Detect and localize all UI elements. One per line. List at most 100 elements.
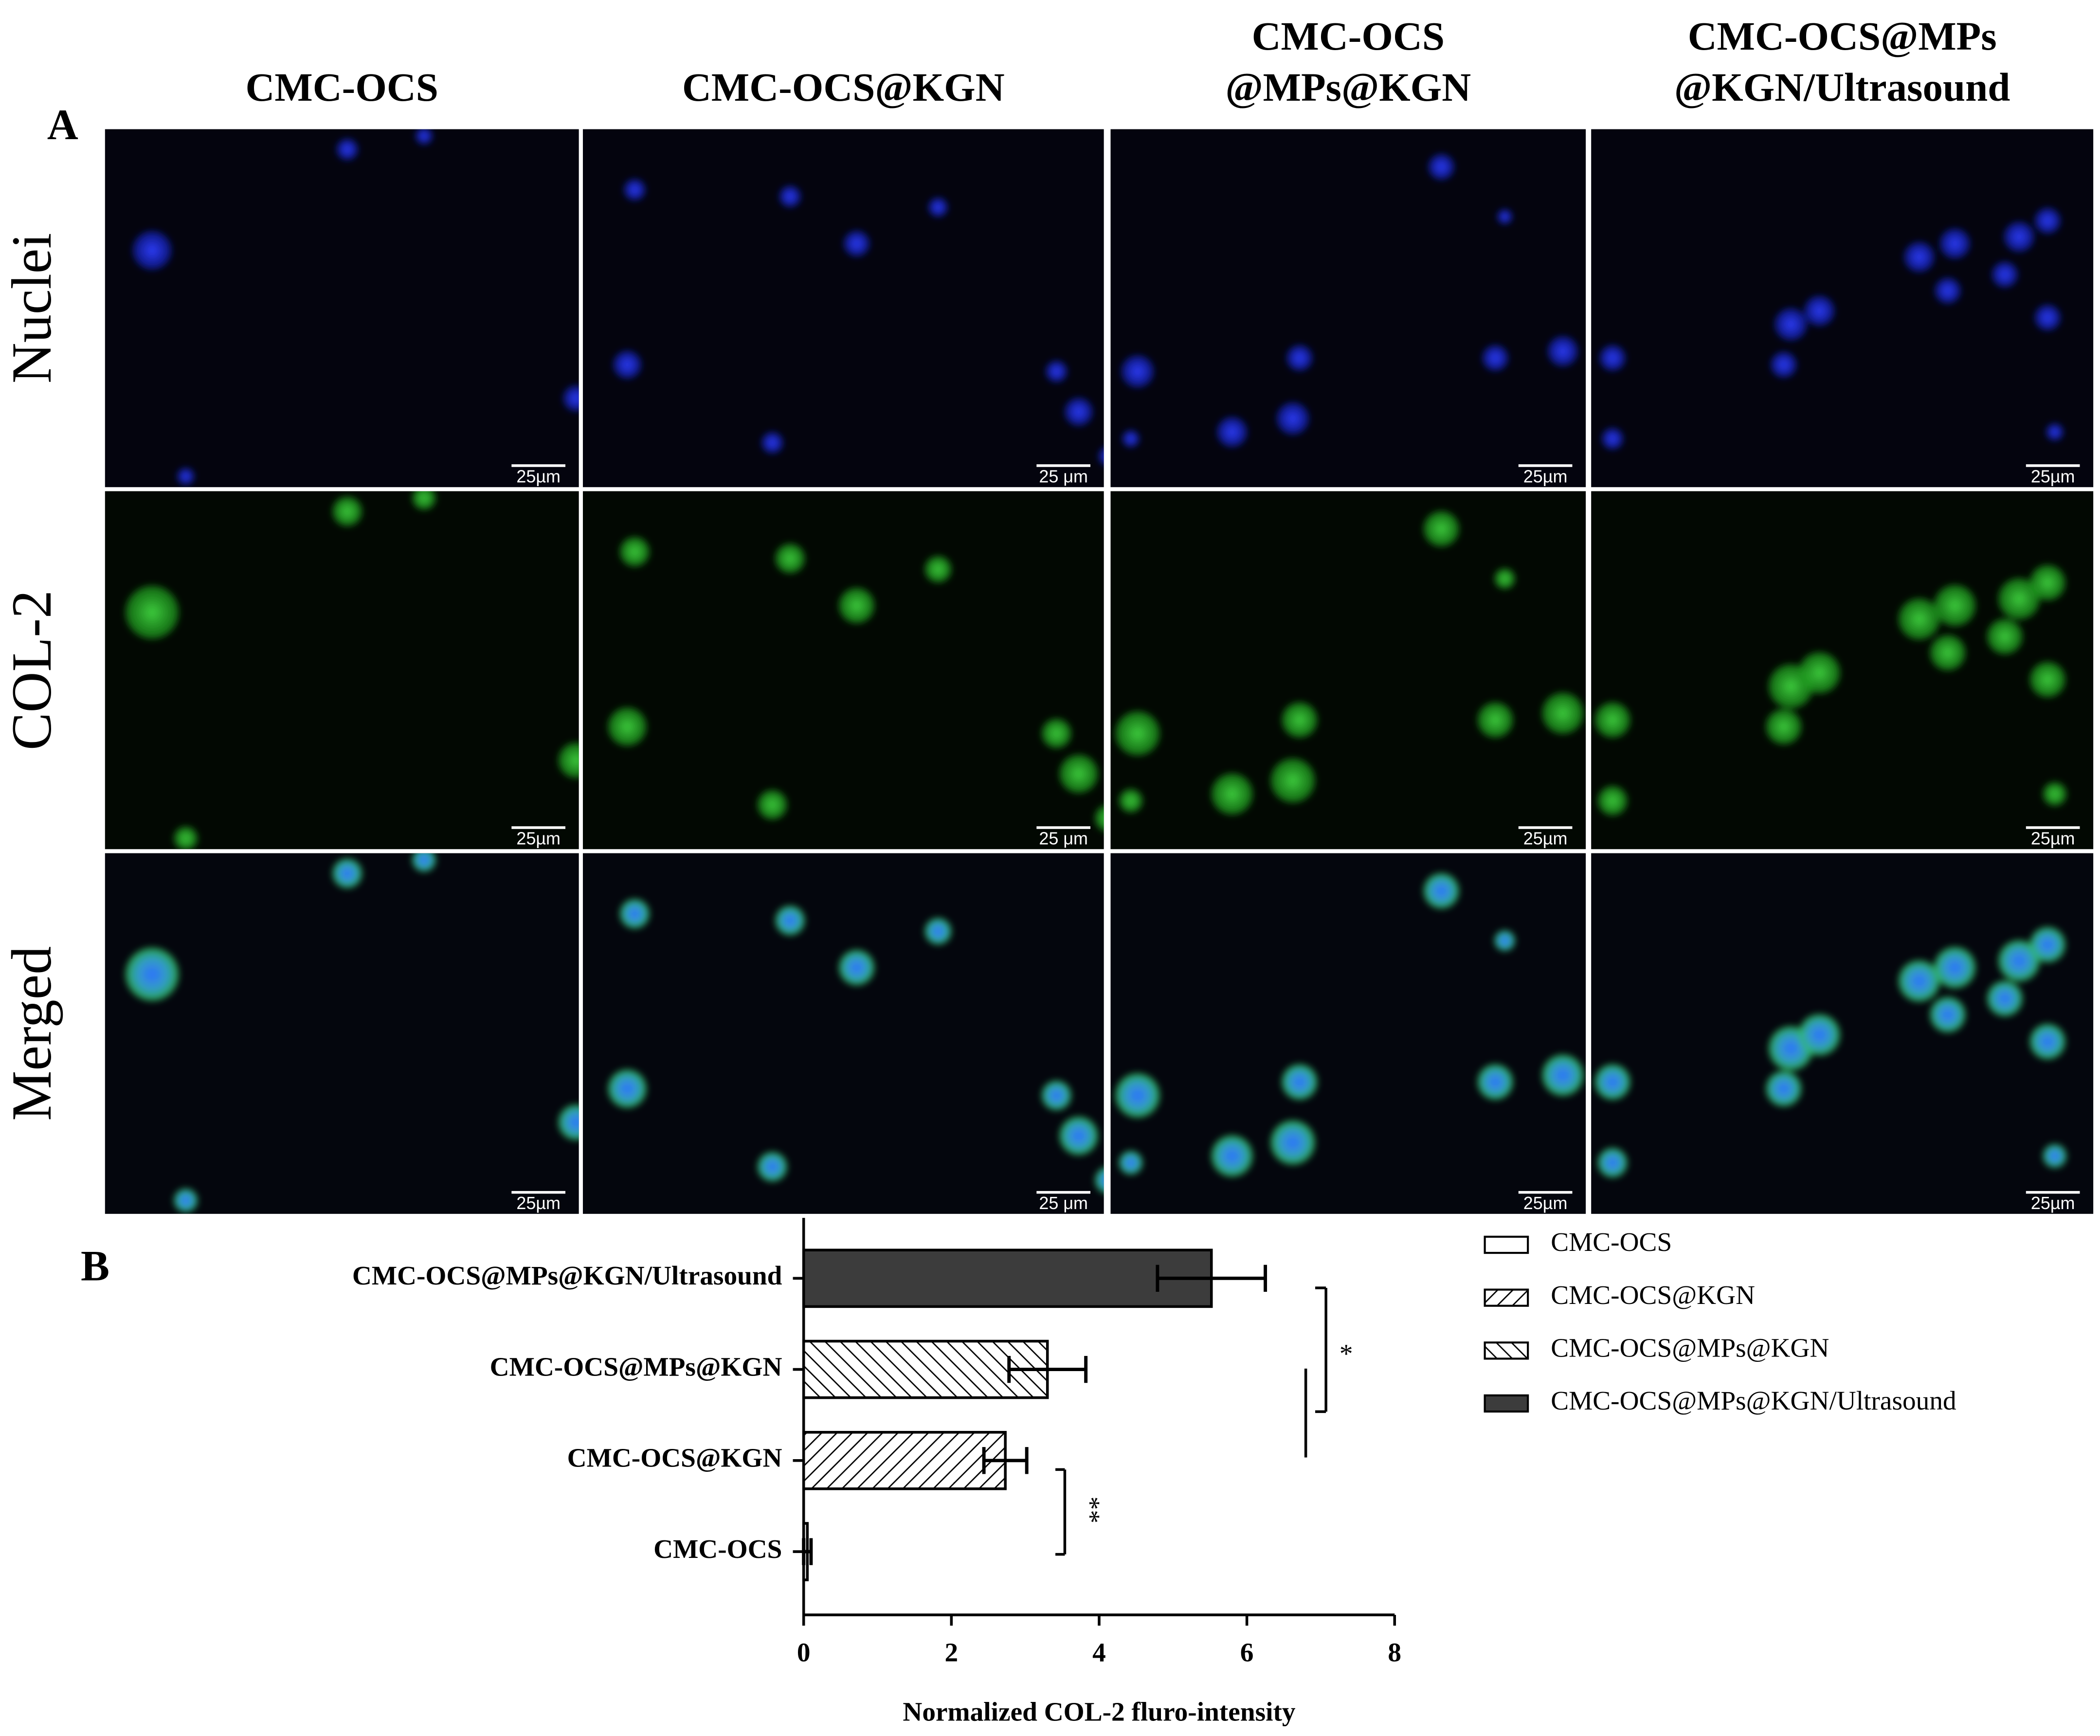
cells bbox=[613, 179, 1104, 465]
cell bbox=[1991, 261, 2018, 288]
cell bbox=[1423, 873, 1459, 909]
cell bbox=[2034, 208, 2061, 234]
legend-label: CMC-OCS@MPs@KGN bbox=[1551, 1333, 1829, 1363]
cell bbox=[1898, 960, 1940, 1002]
cell bbox=[1276, 402, 1309, 435]
cells bbox=[608, 537, 1104, 831]
y-tick-label: CMC-OCS@MPs@KGN bbox=[490, 1352, 782, 1381]
cell bbox=[1939, 228, 1970, 259]
cell bbox=[1428, 154, 1454, 180]
cell bbox=[1286, 345, 1313, 371]
cell bbox=[558, 742, 579, 778]
cell bbox=[1059, 754, 1098, 793]
micrograph-background bbox=[582, 853, 1104, 1214]
column-header: CMC-OCS bbox=[246, 65, 438, 109]
cells bbox=[1594, 565, 2067, 816]
row-label: COL-2 bbox=[0, 590, 63, 750]
scale-bar-label: 25 μm bbox=[1039, 466, 1088, 486]
scale-bar-label: 25 μm bbox=[1039, 1193, 1088, 1213]
cells bbox=[125, 491, 579, 850]
cell bbox=[1477, 702, 1513, 738]
scale-bar-label: 25µm bbox=[2031, 1193, 2075, 1213]
column-header: CMC-OCS bbox=[1252, 14, 1445, 58]
cell bbox=[1065, 398, 1093, 426]
scale-bar-label: 25µm bbox=[516, 828, 561, 848]
scale-bar-label: 25µm bbox=[1523, 828, 1568, 848]
cell bbox=[174, 826, 198, 850]
cell bbox=[2043, 1144, 2067, 1168]
cell bbox=[1594, 702, 1630, 738]
cell bbox=[332, 858, 362, 888]
micrograph-background bbox=[1591, 129, 2094, 488]
cell bbox=[757, 1152, 787, 1182]
cell bbox=[1211, 1135, 1253, 1177]
cell bbox=[1987, 980, 2023, 1016]
scale-bar-label: 25µm bbox=[1523, 1193, 1568, 1213]
cell bbox=[619, 899, 650, 929]
scale-bar-label: 25µm bbox=[2031, 466, 2075, 486]
panel-label: A bbox=[47, 101, 78, 149]
cell bbox=[779, 185, 801, 207]
cell bbox=[1211, 773, 1253, 815]
column-header: CMC-OCS@MPs bbox=[1688, 14, 1997, 58]
column-header: @MPs@KGN bbox=[1225, 65, 1471, 109]
micrograph-background bbox=[105, 491, 579, 850]
micrograph bbox=[1110, 491, 1586, 850]
cell bbox=[1119, 1151, 1143, 1175]
micrograph bbox=[1591, 129, 2094, 488]
cell bbox=[1898, 598, 1940, 640]
cell bbox=[1542, 1054, 1584, 1096]
cell bbox=[1987, 618, 2023, 654]
significance-label: ** bbox=[1076, 1497, 1105, 1523]
micrograph bbox=[105, 129, 579, 488]
cell bbox=[1934, 585, 1976, 627]
cells bbox=[1115, 511, 1584, 815]
micrograph bbox=[582, 491, 1104, 850]
cell bbox=[1798, 1014, 1840, 1056]
cell bbox=[1282, 1064, 1318, 1100]
cell bbox=[1930, 996, 1966, 1032]
cell bbox=[1494, 930, 1515, 951]
cell bbox=[1597, 1148, 1628, 1178]
micrograph bbox=[1110, 129, 1586, 488]
x-tick-label: 4 bbox=[1092, 1638, 1106, 1667]
micrograph bbox=[1110, 853, 1586, 1214]
micrograph-background bbox=[582, 129, 1104, 488]
cell bbox=[1121, 355, 1154, 388]
cells bbox=[1599, 208, 2064, 450]
cell bbox=[1119, 789, 1143, 813]
cell bbox=[1217, 416, 1248, 447]
row-label: Merged bbox=[0, 946, 63, 1121]
cell bbox=[2029, 565, 2065, 601]
cell bbox=[2029, 1024, 2065, 1060]
cell bbox=[839, 588, 875, 624]
cell bbox=[1602, 428, 1624, 450]
cell bbox=[174, 1188, 198, 1212]
micrograph-background bbox=[1110, 853, 1586, 1214]
cell bbox=[608, 707, 647, 746]
cell bbox=[839, 950, 875, 986]
cell bbox=[1998, 578, 2040, 620]
cell bbox=[415, 129, 433, 145]
cells bbox=[125, 853, 579, 1212]
cell bbox=[1477, 1064, 1513, 1100]
legend-label: CMC-OCS@KGN bbox=[1551, 1280, 1755, 1310]
cell bbox=[928, 198, 948, 217]
micrograph-background bbox=[1591, 491, 2094, 850]
legend-swatch bbox=[1484, 1394, 1529, 1413]
legend-label: CMC-OCS bbox=[1551, 1227, 1672, 1257]
cell bbox=[1904, 242, 1935, 272]
cell bbox=[1594, 1064, 1630, 1100]
x-tick-label: 6 bbox=[1240, 1638, 1254, 1667]
cell bbox=[563, 385, 579, 412]
cells bbox=[132, 129, 579, 485]
cell bbox=[844, 231, 870, 257]
cell bbox=[336, 138, 358, 161]
cell bbox=[924, 556, 952, 583]
cell bbox=[1482, 345, 1508, 371]
micrograph bbox=[1591, 491, 2094, 850]
cell bbox=[1930, 634, 1966, 670]
cell bbox=[1115, 711, 1160, 756]
cell bbox=[2029, 927, 2065, 963]
